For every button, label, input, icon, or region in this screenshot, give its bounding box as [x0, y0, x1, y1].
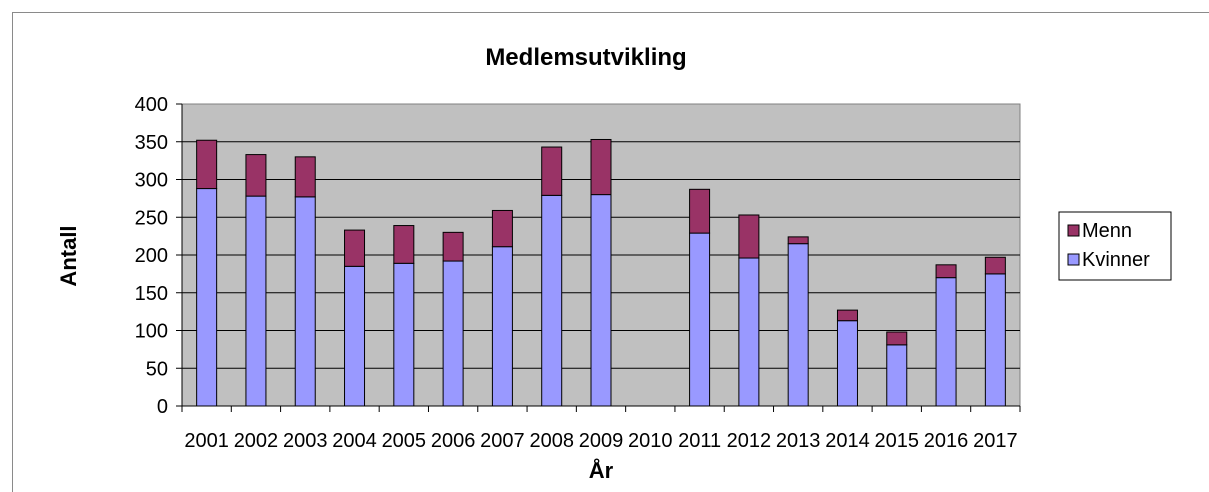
y-tick-label: 50: [146, 358, 168, 380]
bar-menn: [886, 331, 908, 346]
bar-menn: [689, 188, 711, 234]
bar-menn: [393, 225, 415, 264]
bar-menn: [836, 309, 858, 322]
bar-menn: [787, 236, 809, 245]
y-tick-label: 200: [135, 245, 168, 267]
x-axis: 2001 2002 2003 2004 2005 2006 2007 2008 2009 2010…: [181, 405, 1021, 452]
y-tick-label: 100: [135, 321, 168, 343]
bar-menn: [738, 214, 760, 259]
x-tick-label: 2009: [579, 430, 624, 452]
bar-kvinner: [344, 265, 366, 407]
bar-menn: [245, 154, 267, 197]
bar-kvinner: [590, 194, 612, 407]
legend-box: [1058, 211, 1172, 281]
bar-menn: [294, 156, 316, 198]
y-tick-label: 350: [135, 132, 168, 154]
x-tick-label: 2014: [825, 430, 870, 452]
bar-kvinner: [689, 232, 711, 407]
x-tick-label: 2003: [283, 430, 328, 452]
y-axis: 0 50 100 150 200 250 300 350 400: [135, 94, 183, 418]
x-tick-label: 2012: [727, 430, 772, 452]
bar-kvinner: [886, 344, 908, 407]
bars: [196, 138, 1006, 407]
x-tick-label: 2006: [431, 430, 476, 452]
x-tick-label: 2011: [678, 430, 721, 452]
bar-kvinner: [393, 262, 415, 407]
x-tick-label: 2002: [234, 430, 279, 452]
legend-label-menn: Menn: [1082, 220, 1132, 242]
bar-kvinner: [196, 188, 218, 407]
bar-menn: [541, 146, 563, 196]
x-tick-label: 2013: [776, 430, 821, 452]
bar-menn: [935, 264, 957, 279]
legend: Menn Kvinner: [1058, 211, 1172, 281]
y-tick-label: 400: [135, 94, 168, 116]
bar-kvinner: [836, 320, 858, 407]
x-tick-label: 2015: [875, 430, 920, 452]
legend-swatch-menn: [1067, 224, 1080, 237]
bar-menn: [344, 229, 366, 267]
bar-kvinner: [245, 195, 267, 407]
y-tick-label: 150: [135, 283, 168, 305]
bar-kvinner: [442, 260, 464, 407]
bar-menn: [442, 231, 464, 262]
legend-swatch-kvinner: [1067, 253, 1080, 266]
x-tick-label: 2017: [973, 430, 1018, 452]
bar-kvinner: [935, 277, 957, 407]
x-tick-label: 2001: [184, 430, 229, 452]
bar-menn: [984, 256, 1006, 275]
chart-title: Medlemsutvikling: [485, 44, 686, 71]
bar-kvinner: [984, 273, 1006, 407]
x-axis-title: År: [589, 457, 614, 483]
x-tick-label: 2005: [382, 430, 427, 452]
bar-kvinner: [787, 243, 809, 407]
bar-kvinner: [491, 246, 513, 407]
bar-kvinner: [541, 194, 563, 407]
y-axis-title: Antall: [56, 225, 81, 286]
bar-menn: [590, 138, 612, 196]
x-tick-label: 2007: [480, 430, 525, 452]
x-tick-label: 2008: [529, 430, 574, 452]
y-tick-label: 300: [135, 170, 168, 192]
x-tick-label: 2010: [628, 430, 673, 452]
y-tick-label: 0: [157, 396, 168, 418]
bar-menn: [491, 209, 513, 248]
bar-menn: [196, 139, 218, 190]
bar-kvinner: [294, 196, 316, 407]
bar-kvinner: [738, 257, 760, 407]
chart-frame: [12, 12, 1209, 492]
y-tick-label: 250: [135, 207, 168, 229]
x-tick-label: 2004: [332, 430, 377, 452]
legend-label-kvinner: Kvinner: [1082, 249, 1150, 271]
x-tick-label: 2016: [924, 430, 969, 452]
